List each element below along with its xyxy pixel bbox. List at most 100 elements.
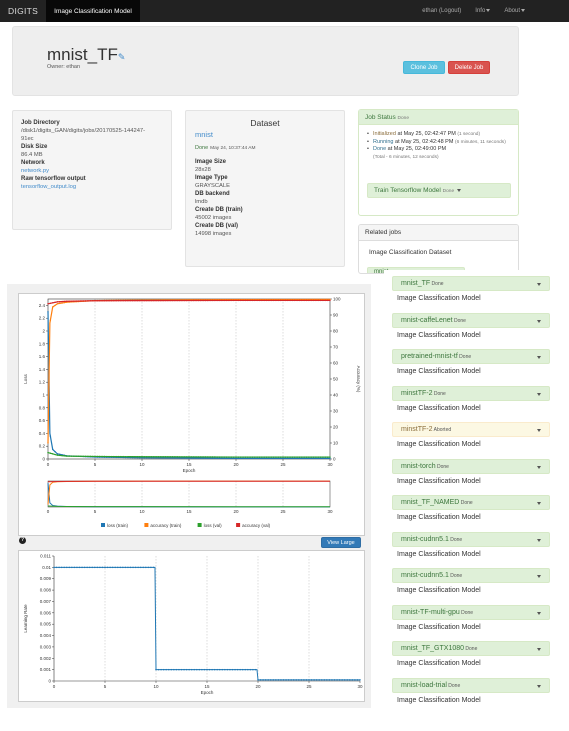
related-job-button[interactable]: mnist-cudnn5.1 Done <box>392 531 550 547</box>
val-db-label: Create DB (val) <box>195 223 239 229</box>
series-point <box>247 457 249 460</box>
series-point <box>254 668 257 671</box>
about-menu[interactable]: About <box>504 8 525 14</box>
series-point <box>180 668 183 671</box>
delete-job-button[interactable]: Delete Job <box>448 61 490 74</box>
series-point <box>148 457 150 459</box>
series-point <box>164 457 167 459</box>
related-dataset-type: Image Classification Dataset <box>369 249 452 256</box>
series-point <box>235 457 237 460</box>
brand-logo[interactable]: DIGITS <box>8 6 39 16</box>
series-point <box>84 455 87 458</box>
series-point <box>66 455 68 457</box>
related-job-button[interactable]: mnist_TF_GTX1080 Done <box>392 641 550 656</box>
image-type-label: Image Type <box>195 175 228 181</box>
series-point <box>287 456 289 458</box>
y2-tick-label: 100 <box>333 297 341 302</box>
series-point <box>291 457 294 460</box>
dataset-status-time: May 24, 10:37:44 AM <box>210 146 256 151</box>
related-job-name: pretrained-mnist-tf <box>401 353 458 360</box>
train-model-dropdown[interactable]: Train Tensorflow Model Done <box>367 183 511 198</box>
series-point <box>209 457 211 459</box>
series-point <box>59 302 61 305</box>
related-jobs-heading: Related jobs <box>359 225 518 241</box>
series-point <box>221 456 223 458</box>
y-tick-label: 1 <box>42 393 45 398</box>
overview-series-line <box>47 505 330 508</box>
series-point <box>63 566 65 569</box>
series-point <box>206 668 208 671</box>
series-point <box>106 566 109 569</box>
y2-tick-label: 50 <box>333 377 339 382</box>
nav-tab-model[interactable]: Image Classification Model <box>46 0 140 22</box>
y2-tick-label: 40 <box>333 393 339 398</box>
pencil-icon[interactable]: ✎ <box>117 52 126 62</box>
series-point <box>108 300 110 302</box>
series-point <box>88 566 91 569</box>
series-point <box>52 302 54 304</box>
series-point <box>356 679 359 681</box>
series-point <box>148 456 150 458</box>
series-point <box>279 299 282 302</box>
series-point <box>354 679 356 681</box>
series-point <box>73 455 75 457</box>
series-point <box>89 455 92 458</box>
series-point <box>54 301 56 304</box>
caret-down-icon <box>486 8 491 12</box>
series-point <box>153 299 155 302</box>
series-point <box>103 455 106 458</box>
raw-output-link[interactable]: tensorflow_output.log <box>21 184 77 190</box>
series-point <box>63 455 66 457</box>
series-point <box>225 456 228 458</box>
series-point <box>267 679 269 681</box>
related-job-button[interactable]: mnist-load-trial Done <box>392 677 550 693</box>
series-point <box>110 455 113 458</box>
y-tick-label: 1.4 <box>39 367 46 372</box>
related-job-status: Aborted <box>432 427 452 433</box>
view-large-button[interactable]: View Large <box>321 537 361 548</box>
series-point <box>226 668 229 671</box>
related-job-button[interactable]: minstTF-2 Aborted <box>392 422 550 437</box>
related-job-button[interactable]: mnist_TF_NAMED Done <box>392 495 550 510</box>
dataset-link[interactable]: mnist <box>195 130 213 139</box>
series-point <box>303 679 305 681</box>
caret-down-icon <box>537 502 541 505</box>
related-job-name: mnist_TF_NAMED <box>401 499 460 506</box>
series-point <box>308 456 310 458</box>
clone-job-button[interactable]: Clone Job <box>403 61 445 74</box>
related-job-status: Done <box>459 500 473 506</box>
x-tick-label: 30 <box>327 462 333 467</box>
related-job-button[interactable]: mnist_TF Done <box>392 276 550 291</box>
series-point <box>190 456 193 458</box>
nav-right: ethan (Logout) Info About <box>422 8 569 14</box>
x-tick-label: 0 <box>47 462 50 467</box>
info-menu[interactable]: Info <box>475 8 491 14</box>
series-point <box>254 456 256 458</box>
series-point <box>146 456 148 458</box>
related-job-button[interactable]: mnist-torch Done <box>392 458 550 474</box>
series-point <box>99 300 101 302</box>
loss-accuracy-chart: 0 5 10 15 20 25 30 0 0.2 0.4 0.6 0.8 1 1.2 1.4 1.6 1.8 2 2… <box>18 293 365 536</box>
series-point <box>143 457 146 459</box>
related-job-button[interactable]: pretrained-mnist-tf Done <box>392 349 550 364</box>
series-point <box>308 679 310 681</box>
user-logout-link[interactable]: ethan (Logout) <box>422 8 462 14</box>
y-tick-label: 1.6 <box>39 354 46 359</box>
series-point <box>277 457 279 460</box>
related-job-button[interactable]: mnist-TF-multi-gpu Done <box>392 604 550 620</box>
related-job-button[interactable]: mnist-caffeLenet Done <box>392 312 550 328</box>
info-icon[interactable]: ? <box>19 537 26 544</box>
series-point <box>91 566 94 569</box>
related-job-button[interactable]: mnist-cudnn5.1 Done <box>392 568 550 583</box>
related-job-type: Image Classification Model <box>397 514 481 521</box>
series-point <box>138 456 141 458</box>
network-link[interactable]: network.py <box>21 168 50 174</box>
series-point <box>224 668 226 671</box>
series-point <box>141 457 143 459</box>
series-point <box>56 303 59 305</box>
related-job-button[interactable]: minstTF-2 Done <box>392 385 550 401</box>
series-point <box>176 457 178 459</box>
series-point <box>77 300 80 302</box>
series-point <box>185 457 188 459</box>
series-point <box>263 456 265 458</box>
